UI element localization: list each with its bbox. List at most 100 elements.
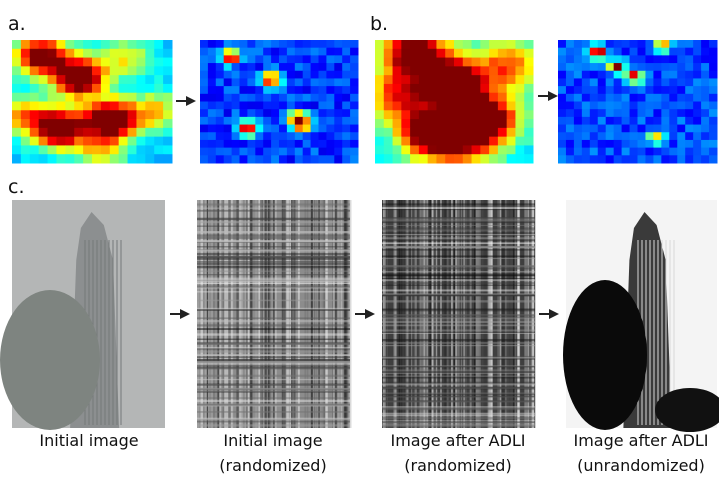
heatmap-cell <box>136 75 145 84</box>
heatmap-cell <box>590 117 598 125</box>
heatmap-cell <box>606 102 614 110</box>
heatmap-cell <box>326 78 334 86</box>
heatmap-cell <box>263 40 271 48</box>
heatmap-cell <box>326 40 334 48</box>
heatmap-cell <box>110 58 119 67</box>
heatmap-cell <box>590 48 598 56</box>
heatmap-cell <box>311 109 319 117</box>
heatmap-cell <box>622 78 630 86</box>
heatmap-cell <box>200 117 208 125</box>
heatmap-cell <box>622 117 630 125</box>
heatmap-cell <box>119 93 128 102</box>
heatmap-cell <box>232 71 240 79</box>
heatmap-cell <box>128 119 137 128</box>
heatmap-cell <box>326 117 334 125</box>
heatmap-cell <box>410 40 419 49</box>
heatmap-cell <box>163 75 172 84</box>
heatmap-cell <box>574 71 582 79</box>
heatmap-cell <box>232 125 240 133</box>
heatmap-cell <box>598 102 606 110</box>
heatmap-cell <box>311 86 319 94</box>
heatmap-cell <box>287 71 295 79</box>
stripe <box>382 227 535 229</box>
heatmap-cell <box>271 148 279 156</box>
heatmap-cell <box>145 145 154 154</box>
heatmap-cell <box>524 154 533 163</box>
heatmap-cell <box>463 84 472 93</box>
stripe <box>197 328 350 330</box>
heatmap-cell <box>232 94 240 102</box>
heatmap-cell <box>154 128 163 137</box>
heatmap-cell <box>224 132 232 140</box>
heatmap-cell <box>83 84 92 93</box>
heatmap-cell <box>566 40 574 48</box>
stripe <box>382 339 535 341</box>
heatmap-cell <box>669 78 677 86</box>
heatmap-cell <box>342 48 350 56</box>
heatmap-cell <box>101 119 110 128</box>
heatmap-cell <box>566 148 574 156</box>
heatmap-cell <box>445 93 454 102</box>
stripe <box>197 241 350 242</box>
heatmap-cell <box>384 119 393 128</box>
heatmap-cell <box>311 78 319 86</box>
heatmap-cell <box>574 94 582 102</box>
heatmap-cell <box>498 75 507 84</box>
stripe <box>382 383 535 385</box>
heatmap-cell <box>295 71 303 79</box>
panel-label: a. <box>8 13 26 35</box>
heatmap-cell <box>614 71 622 79</box>
heatmap-cell <box>342 86 350 94</box>
heatmap-cell <box>630 109 638 117</box>
heatmap-cell <box>145 137 154 146</box>
heatmap-cell <box>645 102 653 110</box>
heatmap-cell <box>638 40 646 48</box>
heatmap-cell <box>74 58 83 67</box>
heatmap-cell <box>119 102 128 111</box>
stripe <box>382 217 535 219</box>
heatmap-cell <box>208 109 216 117</box>
heatmap-cell <box>136 137 145 146</box>
heatmap-cell <box>232 78 240 86</box>
heatmap-cell <box>12 75 21 84</box>
heatmap-cell <box>410 93 419 102</box>
heatmap-cell <box>693 63 701 71</box>
heatmap-cell <box>566 155 574 163</box>
heatmap-cell <box>136 154 145 163</box>
heatmap-cell <box>515 102 524 111</box>
heatmap-cell <box>334 63 342 71</box>
heatmap-cell <box>410 102 419 111</box>
heatmap-cell <box>574 117 582 125</box>
heatmap-cell <box>279 132 287 140</box>
heatmap-cell <box>693 86 701 94</box>
heatmap-cell <box>303 78 311 86</box>
heatmap-cell <box>701 102 709 110</box>
heatmap-cell <box>110 66 119 75</box>
heatmap-cell <box>208 55 216 63</box>
heatmap-cell <box>326 94 334 102</box>
heatmap-cell <box>669 132 677 140</box>
heatmap-cell <box>685 117 693 125</box>
heatmap-cell <box>319 109 327 117</box>
stripe <box>197 256 350 258</box>
heatmap-cell <box>693 125 701 133</box>
heatmap-cell <box>622 148 630 156</box>
heatmap-cell <box>287 117 295 125</box>
heatmap-cell <box>701 86 709 94</box>
heatmap-cell <box>701 78 709 86</box>
stripe <box>197 200 199 428</box>
heatmap-cell <box>128 154 137 163</box>
heatmap-cell <box>48 93 57 102</box>
heatmap-cell <box>454 93 463 102</box>
heatmap-cell <box>224 148 232 156</box>
heatmap-cell <box>558 148 566 156</box>
heatmap-cell <box>12 40 21 49</box>
heatmap-cell <box>606 48 614 56</box>
stripe <box>197 231 350 233</box>
heatmap-cell <box>224 40 232 48</box>
heatmap-cell <box>12 119 21 128</box>
heatmap-cell <box>350 94 358 102</box>
heatmap-cell <box>645 117 653 125</box>
heatmap-cell <box>480 102 489 111</box>
heatmap-cell <box>200 125 208 133</box>
